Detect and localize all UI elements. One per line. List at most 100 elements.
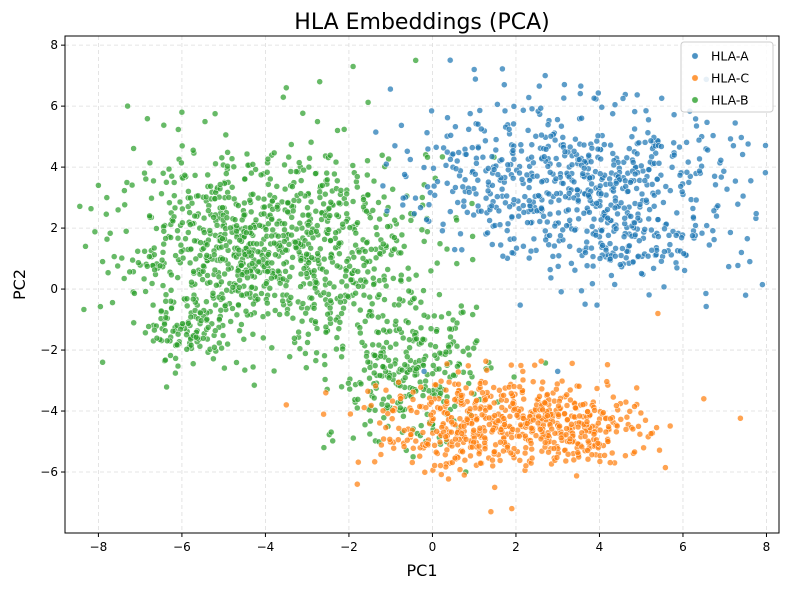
point-hla-b-796 [376, 215, 383, 223]
point-hla-b-383 [316, 194, 324, 201]
point-hla-c-533 [562, 457, 570, 465]
point-hla-b-1304 [312, 357, 320, 364]
point-hla-b-706 [150, 244, 158, 252]
point-hla-b-660 [271, 307, 279, 314]
point-hla-b-919 [253, 240, 261, 248]
point-hla-a-761 [742, 291, 749, 299]
point-hla-a-537 [454, 199, 461, 206]
point-hla-a-598 [494, 171, 502, 178]
point-hla-b-1019 [297, 283, 304, 290]
point-hla-b-908 [219, 255, 226, 263]
point-hla-a-27 [641, 139, 649, 146]
point-hla-c-292 [438, 471, 445, 478]
point-hla-b-986 [336, 319, 344, 326]
point-hla-b-1303 [410, 295, 418, 302]
point-hla-b-821 [297, 190, 305, 197]
point-hla-b-324 [135, 259, 142, 266]
point-hla-b-1067 [142, 329, 149, 337]
point-hla-b-1226 [395, 301, 403, 309]
point-hla-b-550 [260, 210, 268, 218]
point-hla-a-190 [510, 155, 518, 163]
point-hla-b-394 [233, 359, 240, 366]
point-hla-b-1329 [376, 372, 384, 379]
point-hla-a-487 [604, 206, 611, 213]
point-hla-c-589 [443, 446, 451, 454]
point-hla-b-624 [144, 115, 151, 122]
point-hla-b-540 [163, 383, 170, 391]
point-hla-a-223 [552, 155, 560, 162]
point-hla-c-618 [421, 469, 429, 476]
point-hla-c-530 [594, 440, 602, 447]
point-hla-a-748 [598, 227, 605, 234]
point-hla-b-795 [469, 233, 476, 240]
point-hla-b-536 [217, 307, 225, 314]
point-hla-a-434 [533, 172, 541, 180]
point-hla-c-391 [541, 399, 548, 406]
point-hla-a-180 [590, 94, 598, 102]
point-hla-c-434 [516, 457, 524, 464]
point-hla-b-1330 [453, 342, 461, 350]
point-hla-a-673 [516, 169, 523, 177]
point-hla-b-938 [321, 276, 329, 283]
point-hla-b-1148 [366, 374, 373, 382]
point-hla-c-538 [528, 454, 536, 462]
data-points [76, 56, 769, 515]
point-hla-b-700 [162, 298, 169, 305]
point-hla-b-868 [338, 310, 345, 317]
point-hla-b-776 [295, 328, 302, 336]
point-hla-c-624 [460, 423, 468, 430]
point-hla-b-593 [192, 255, 200, 263]
point-hla-b-1199 [419, 392, 427, 399]
point-hla-b-1307 [296, 345, 304, 352]
point-hla-b-1243 [383, 339, 390, 346]
point-hla-a-355 [579, 170, 587, 177]
point-hla-b-742 [292, 168, 300, 175]
point-hla-b-1276 [370, 369, 378, 377]
point-hla-b-699 [256, 222, 263, 229]
point-hla-a-361 [685, 179, 693, 186]
point-hla-a-625 [470, 211, 477, 219]
point-hla-c-547 [541, 439, 549, 446]
point-hla-b-1351 [364, 358, 372, 366]
point-hla-b-42 [174, 234, 182, 242]
point-hla-a-653 [542, 236, 549, 244]
point-hla-a-534 [439, 221, 447, 228]
point-hla-b-1380 [95, 182, 102, 189]
point-hla-b-1384 [124, 102, 131, 110]
point-hla-a-623 [499, 252, 507, 260]
point-hla-b-914 [349, 198, 357, 205]
point-hla-a-428 [593, 301, 601, 309]
point-hla-c-486 [551, 430, 559, 437]
point-hla-b-1299 [400, 413, 407, 420]
point-hla-a-602 [372, 128, 380, 136]
point-hla-b-996 [347, 276, 355, 284]
point-hla-c-625 [380, 435, 387, 443]
point-hla-b-907 [280, 93, 287, 101]
point-hla-b-1015 [381, 296, 388, 303]
point-hla-c-637 [436, 438, 444, 446]
point-hla-b-603 [207, 183, 214, 190]
point-hla-b-772 [286, 273, 293, 281]
point-hla-b-903 [282, 282, 290, 289]
point-hla-b-734 [343, 258, 351, 265]
point-hla-b-376 [248, 169, 255, 177]
point-hla-b-432 [204, 272, 211, 279]
point-hla-a-764 [470, 66, 478, 73]
point-hla-b-579 [206, 279, 214, 286]
point-hla-b-937 [350, 253, 358, 261]
point-hla-b-239 [238, 321, 245, 328]
point-hla-b-883 [459, 348, 467, 355]
point-hla-b-575 [177, 241, 185, 249]
point-hla-b-1289 [361, 366, 368, 374]
point-hla-a-212 [666, 241, 674, 248]
point-hla-a-639 [501, 81, 508, 88]
point-hla-c-404 [432, 448, 440, 456]
point-hla-c-356 [500, 392, 507, 399]
plot-area-frame [64, 35, 780, 534]
point-hla-a-222 [447, 208, 454, 215]
point-hla-b-626 [240, 211, 248, 219]
point-hla-a-288 [739, 151, 746, 158]
point-hla-b-1385 [349, 63, 357, 70]
point-hla-b-193 [240, 336, 248, 343]
point-hla-c-662 [354, 480, 361, 488]
